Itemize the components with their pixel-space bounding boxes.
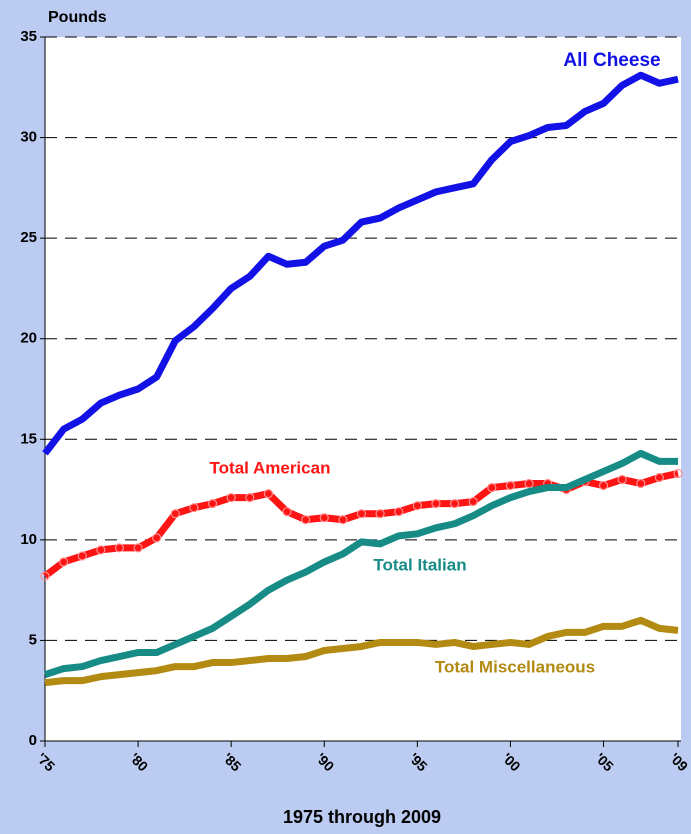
series-line <box>42 71 679 456</box>
series-marker <box>77 551 87 561</box>
series-line <box>44 616 679 687</box>
series-marker <box>524 478 534 489</box>
series-marker <box>338 515 348 525</box>
series-label: Total Italian <box>373 555 466 574</box>
series-marker <box>375 509 385 519</box>
series-marker <box>133 543 143 553</box>
series-marker <box>319 513 329 523</box>
series-marker <box>245 493 255 503</box>
x-tick-label: '85 <box>220 750 245 775</box>
x-tick-label: '95 <box>406 750 431 775</box>
series-marker <box>431 499 441 509</box>
x-tick-label: '00 <box>499 750 524 775</box>
y-tick-label: 10 <box>20 531 37 548</box>
x-tick-label: '90 <box>313 750 338 775</box>
series-marker <box>96 545 106 555</box>
series-marker <box>673 468 683 479</box>
series-marker <box>636 478 646 489</box>
series-marker <box>468 497 478 507</box>
series-marker <box>301 515 311 525</box>
series-marker <box>170 509 180 519</box>
series-marker <box>59 557 69 567</box>
series-marker <box>40 571 50 581</box>
series-label: All Cheese <box>563 50 660 71</box>
y-tick-label: 35 <box>20 28 37 45</box>
y-tick-label: 20 <box>20 330 37 347</box>
series-marker <box>282 507 292 517</box>
x-tick-label: '05 <box>592 750 617 775</box>
y-tick-label: 0 <box>29 732 37 749</box>
series-marker <box>263 488 274 499</box>
series-line <box>43 449 678 678</box>
series-marker <box>449 499 460 509</box>
x-axis-label: 1975 through 2009 <box>283 807 441 827</box>
x-tick-label: '80 <box>127 750 152 775</box>
series-marker <box>412 501 422 511</box>
y-tick-label: 25 <box>20 229 37 246</box>
series-marker <box>654 472 664 483</box>
series-marker <box>617 474 627 485</box>
series-marker <box>189 503 199 513</box>
series-marker <box>226 493 236 503</box>
y-tick-label: 5 <box>29 631 37 648</box>
y-tick-label: 15 <box>20 430 37 447</box>
series-marker <box>356 509 367 519</box>
series-marker <box>152 533 162 543</box>
series-marker <box>598 480 609 491</box>
x-tick-label: '09 <box>667 750 691 775</box>
y-axis-label: Pounds <box>48 9 107 26</box>
series-marker <box>505 480 516 491</box>
series-marker <box>394 507 404 517</box>
series-label: Total Miscellaneous <box>435 657 595 676</box>
series-label: Total American <box>210 458 331 477</box>
y-tick-label: 30 <box>20 129 37 146</box>
plot-area <box>45 37 681 741</box>
series-marker <box>114 543 125 553</box>
series-marker <box>207 499 218 509</box>
x-tick-label: '75 <box>34 750 59 775</box>
series-marker <box>487 482 497 493</box>
